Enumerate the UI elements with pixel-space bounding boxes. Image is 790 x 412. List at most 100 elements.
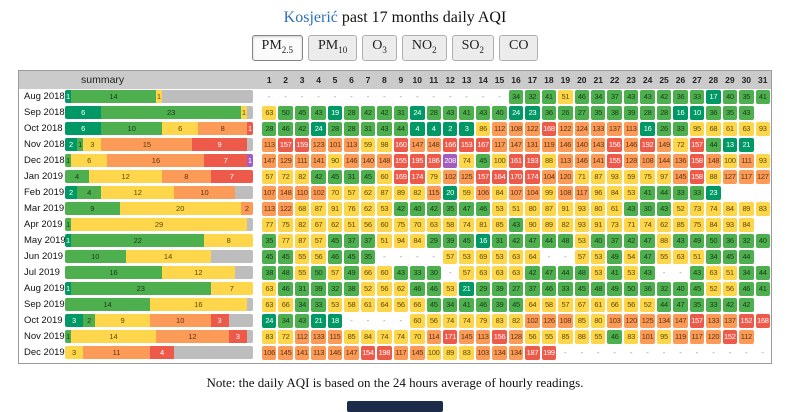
aqi-day-cell: 53 <box>492 250 507 264</box>
summary-segment: 15 <box>101 138 193 152</box>
aqi-day-cell: 108 <box>508 122 524 136</box>
summary-bar: 16 12 <box>65 266 253 280</box>
aqi-day-cell-missing: - <box>465 92 468 102</box>
aqi-day-cell: 28 <box>262 122 277 136</box>
aqi-day-cell: 146 <box>574 154 590 168</box>
aqi-day-cell: 122 <box>278 202 293 216</box>
aqi-day-cell: 42 <box>722 298 738 312</box>
aqi-day-cell: 187 <box>525 346 540 360</box>
aqi-day-cell: 58 <box>541 298 557 312</box>
day-header: 29 <box>725 74 735 85</box>
aqi-day-cell: 53 <box>377 202 392 216</box>
title-suffix: past 17 months daily AQI <box>341 9 507 26</box>
aqi-day-cell: 80 <box>591 314 606 328</box>
aqi-day-cell: 71 <box>574 170 590 184</box>
aqi-day-cell: 56 <box>623 298 639 312</box>
aqi-day-cell: 34 <box>442 298 458 312</box>
aqi-day-cell: 38 <box>607 106 622 120</box>
aqi-day-cell-missing: - <box>350 92 353 102</box>
aqi-day-cell: 31 <box>393 106 409 120</box>
month-label: Dec 2018 <box>24 155 65 167</box>
station-link[interactable]: Kosjerić <box>283 9 338 26</box>
tab-no2[interactable]: NO2 <box>401 35 447 61</box>
summary-segment: 3 <box>228 330 247 344</box>
aqi-day-cell: 91 <box>327 202 343 216</box>
month-label: May 2019 <box>24 235 66 247</box>
summary-segment: 16 <box>65 266 163 280</box>
summary-segment: 1 <box>246 154 253 168</box>
aqi-day-cell: 34 <box>706 250 721 264</box>
summary-segment: 12 <box>101 186 175 200</box>
day-header: 4 <box>316 74 321 85</box>
aqi-day-cell: 85 <box>574 314 590 328</box>
aqi-day-cell: 49 <box>607 250 622 264</box>
aqi-day-cell-missing: - <box>284 92 287 102</box>
aqi-day-cell: 97 <box>656 170 672 184</box>
aqi-day-cell: 107 <box>508 186 524 200</box>
aqi-day-cell: 31 <box>360 122 376 136</box>
aqi-day-cell: 145 <box>459 330 474 344</box>
aqi-day-cell: 60 <box>377 170 392 184</box>
aqi-day-cell-missing: - <box>383 92 386 102</box>
aqi-day-cell: 47 <box>640 250 655 264</box>
aqi-day-cell-missing: - <box>366 92 370 102</box>
aqi-day-cell: 56 <box>393 298 409 312</box>
aqi-day-cell: 55 <box>294 266 310 280</box>
aqi-day-cell: 46 <box>607 330 622 344</box>
aqi-day-cell-missing: - <box>399 252 403 262</box>
aqi-day-cell: 104 <box>525 186 540 200</box>
aqi-day-cell: 155 <box>607 154 622 168</box>
aqi-day-cell: 33 <box>673 186 688 200</box>
aqi-day-cell: 45 <box>508 298 524 312</box>
summary-segment: 6 <box>65 106 102 120</box>
aqi-day-cell: 16 <box>475 234 491 248</box>
aqi-day-cell: 55 <box>591 330 606 344</box>
tab-pm25[interactable]: PM2.5 <box>251 35 304 61</box>
aqi-day-cell: 36 <box>673 90 688 104</box>
tab-co[interactable]: CO <box>499 35 539 61</box>
aqi-day-cell: 39 <box>442 234 458 248</box>
aqi-day-cell: 106 <box>475 186 491 200</box>
day-header: 27 <box>692 74 702 85</box>
aqi-day-cell: 94 <box>393 234 409 248</box>
aqi-day-cell: 112 <box>492 122 507 136</box>
aqi-day-cell-missing: - <box>744 348 748 358</box>
aqi-day-cell: 46 <box>327 250 343 264</box>
summary-bar: 2 1 3 15 9 <box>65 138 253 152</box>
aqi-day-cell-missing: - <box>662 268 666 278</box>
day-header: 3 <box>299 74 305 85</box>
month-row: Dec 2019 3 11 4 106 145 141 113 146 147 154 198 117 1… <box>19 345 771 361</box>
aqi-day-cell: 52 <box>640 298 655 312</box>
day-header: 5 <box>332 74 338 85</box>
aqi-day-cell: 153 <box>459 138 474 152</box>
summary-segment: 8 <box>204 234 253 248</box>
day-header: 9 <box>398 74 404 85</box>
month-label: Nov 2019 <box>24 331 65 343</box>
aqi-day-cell: 27 <box>574 106 590 120</box>
aqi-day-cell: 53 <box>591 250 606 264</box>
aqi-day-cell-missing: - <box>498 92 501 102</box>
aqi-day-cell: 64 <box>525 298 540 312</box>
aqi-day-cell: 84 <box>492 186 507 200</box>
summary-segment: 16 <box>107 154 205 168</box>
aqi-day-cell-empty <box>756 330 770 344</box>
tab-pm10[interactable]: PM10 <box>308 35 358 61</box>
summary-bar: 10 14 <box>65 250 253 264</box>
aqi-day-cell: 33 <box>311 298 326 312</box>
day-header: 1 <box>266 74 272 85</box>
aqi-day-cell: 63 <box>739 122 754 136</box>
aqi-day-cell: 62 <box>656 218 672 232</box>
tab-so2[interactable]: SO2 <box>451 35 495 61</box>
aqi-day-cell: 36 <box>706 106 721 120</box>
aqi-day-cell: 170 <box>508 170 524 184</box>
aqi-day-cell: 34 <box>739 266 754 280</box>
tab-o3[interactable]: O3 <box>362 35 397 61</box>
month-label: Sep 2018 <box>24 107 65 119</box>
aqi-day-cell: 157 <box>475 170 491 184</box>
aqi-day-cell: 24 <box>508 106 524 120</box>
aqi-day-cell-missing: - <box>679 268 682 278</box>
aqi-day-cell: 74 <box>442 314 458 328</box>
aqi-day-cell: 74 <box>459 314 474 328</box>
aqi-day-cell: 23 <box>525 106 540 120</box>
aqi-day-cell-missing: - <box>366 316 370 326</box>
